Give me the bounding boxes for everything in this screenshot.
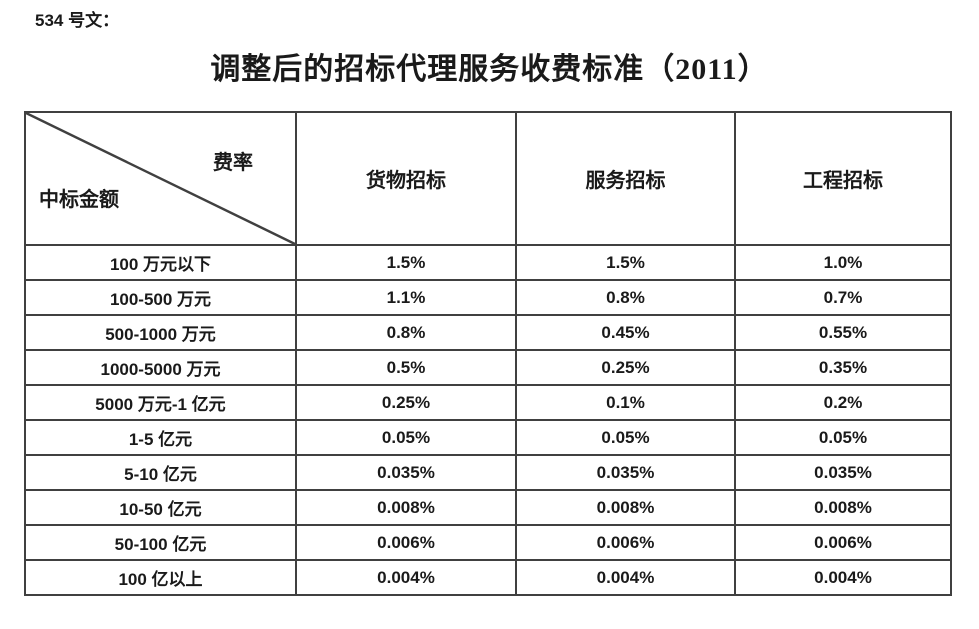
table-row: 100-500 万元 1.1% 0.8% 0.7% [24,279,952,316]
cell-goods: 0.5% [295,349,517,386]
cell-service: 0.45% [515,314,736,351]
row-label: 100 亿以上 [24,559,297,596]
table-corner-cell: 费率 中标金额 [24,111,297,246]
table-row: 5000 万元-1 亿元 0.25% 0.1% 0.2% [24,384,952,421]
row-label: 1-5 亿元 [24,419,297,456]
table-row: 1000-5000 万元 0.5% 0.25% 0.35% [24,349,952,386]
cell-service: 0.1% [515,384,736,421]
cell-engineering: 0.05% [734,419,952,456]
cell-service: 0.8% [515,279,736,316]
fee-table: 费率 中标金额 货物招标 服务招标 工程招标 100 万元以下 1.5% 1.5… [24,111,952,596]
corner-label-amount: 中标金额 [39,189,119,211]
row-label: 50-100 亿元 [24,524,297,561]
row-label: 100 万元以下 [24,244,297,281]
table-row: 50-100 亿元 0.006% 0.006% 0.006% [24,524,952,561]
cell-goods: 0.25% [295,384,517,421]
column-header-engineering: 工程招标 [734,111,952,246]
cell-goods: 0.006% [295,524,517,561]
table-row: 100 亿以上 0.004% 0.004% 0.004% [24,559,952,596]
row-label: 5000 万元-1 亿元 [24,384,297,421]
row-label: 100-500 万元 [24,279,297,316]
cell-engineering: 0.2% [734,384,952,421]
cell-service: 0.05% [515,419,736,456]
table-row: 1-5 亿元 0.05% 0.05% 0.05% [24,419,952,456]
cell-service: 0.035% [515,454,736,491]
cell-engineering: 0.004% [734,559,952,596]
column-header-goods: 货物招标 [295,111,517,246]
cell-service: 0.006% [515,524,736,561]
cell-service: 0.008% [515,489,736,526]
page-title: 调整后的招标代理服务收费标准（2011） [210,53,769,86]
cell-goods: 1.1% [295,279,517,316]
cell-service: 1.5% [515,244,736,281]
cell-engineering: 0.55% [734,314,952,351]
diagonal-line [27,114,294,243]
header-row: 费率 中标金额 货物招标 服务招标 工程招标 [24,111,952,246]
cell-goods: 0.008% [295,489,517,526]
row-label: 5-10 亿元 [24,454,297,491]
table-row: 500-1000 万元 0.8% 0.45% 0.55% [24,314,952,351]
cell-service: 0.004% [515,559,736,596]
row-label: 500-1000 万元 [24,314,297,351]
cell-goods: 0.004% [295,559,517,596]
row-label: 1000-5000 万元 [24,349,297,386]
cell-goods: 0.8% [295,314,517,351]
cell-goods: 0.05% [295,419,517,456]
cell-goods: 0.035% [295,454,517,491]
cell-engineering: 1.0% [734,244,952,281]
document-number-label: 534 号文： [35,11,120,30]
cell-goods: 1.5% [295,244,517,281]
cell-engineering: 0.35% [734,349,952,386]
row-label: 10-50 亿元 [24,489,297,526]
corner-label-rate: 费率 [213,152,253,174]
table-row: 5-10 亿元 0.035% 0.035% 0.035% [24,454,952,491]
cell-engineering: 0.7% [734,279,952,316]
cell-service: 0.25% [515,349,736,386]
cell-engineering: 0.035% [734,454,952,491]
table-row: 10-50 亿元 0.008% 0.008% 0.008% [24,489,952,526]
cell-engineering: 0.008% [734,489,952,526]
cell-engineering: 0.006% [734,524,952,561]
column-header-service: 服务招标 [515,111,736,246]
table-row: 100 万元以下 1.5% 1.5% 1.0% [24,244,952,281]
